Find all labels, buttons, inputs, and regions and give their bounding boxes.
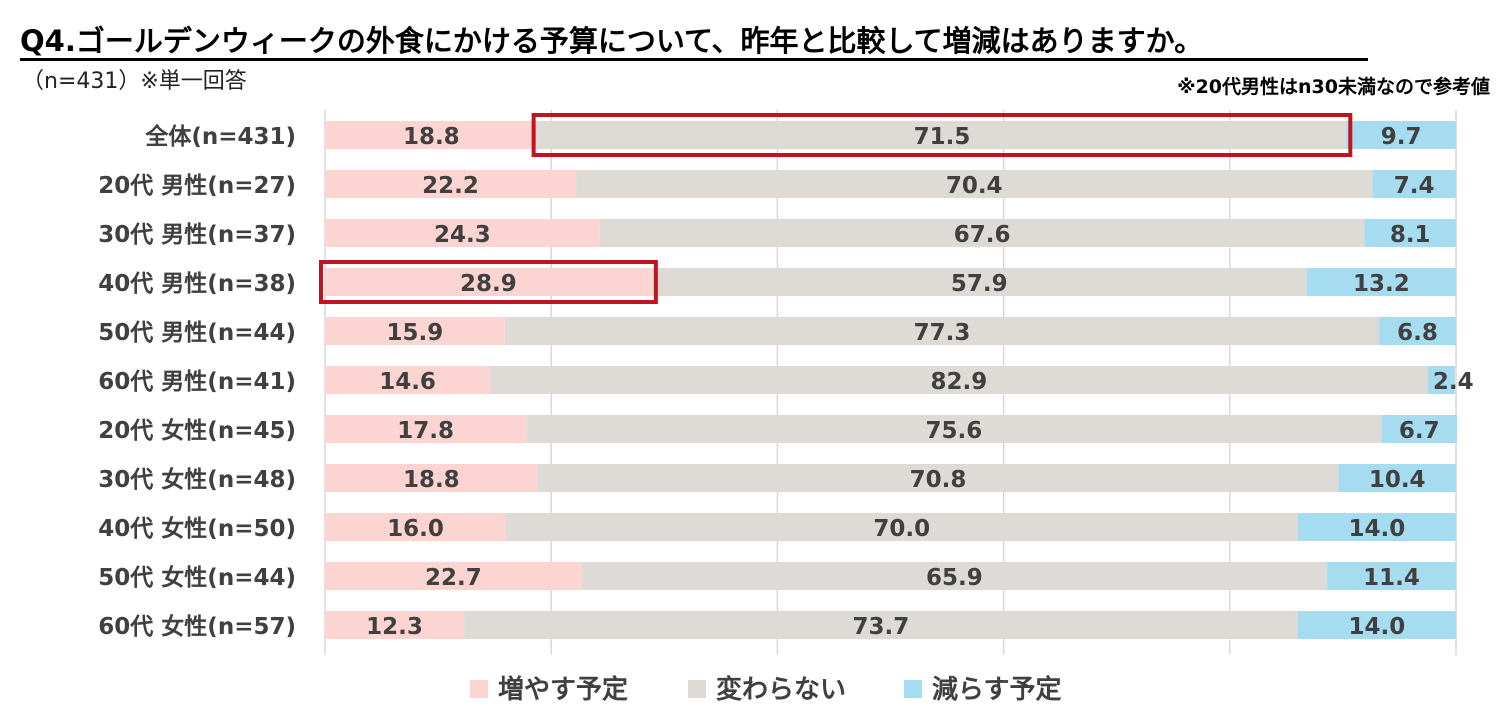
sample-note: （n=431）※単一回答 — [22, 69, 247, 94]
category-label: 50代 男性(n=44) — [98, 320, 296, 346]
value-label: 82.9 — [931, 369, 988, 395]
bar-segment — [537, 464, 1339, 492]
bar-segment — [1297, 611, 1456, 639]
category-label: 20代 女性(n=45) — [98, 417, 296, 444]
value-label: 14.0 — [1348, 516, 1405, 542]
bar-segment — [537, 121, 1347, 149]
value-label: 6.8 — [1397, 320, 1438, 346]
category-label: 20代 男性(n=27) — [98, 173, 296, 199]
bar-segment — [325, 366, 491, 394]
value-label: 77.3 — [914, 320, 971, 346]
bar-segment — [490, 366, 1428, 394]
title-underline — [20, 58, 1368, 61]
category-label: 60代 女性(n=57) — [98, 613, 296, 640]
value-label: 14.6 — [379, 369, 436, 395]
category-label: 30代 男性(n=37) — [98, 222, 296, 248]
legend-label: 変わらない — [716, 674, 846, 705]
bar-segment — [325, 121, 538, 149]
bar-segment — [325, 415, 527, 443]
bar-segment — [1427, 366, 1455, 394]
value-label: 9.7 — [1381, 124, 1422, 150]
value-label: 7.4 — [1394, 173, 1435, 199]
bar-segment — [576, 170, 1373, 198]
chart-title: Q4.ゴールデンウィークの外食にかける予算について、昨年と比較して増減はあります… — [20, 24, 1204, 58]
category-label: 30代 女性(n=48) — [98, 466, 296, 493]
highlight-box — [531, 113, 1353, 157]
bar-segment — [325, 317, 505, 345]
bar-segment — [581, 562, 1328, 590]
bar-segment — [464, 611, 1298, 639]
value-labels: 18.8 71.5 9.7 22.2 70.4 7.4 24.3 67.6 8.1 28.9 57.… — [366, 124, 1473, 640]
bar-segment — [1327, 562, 1456, 590]
bars — [325, 121, 1458, 639]
bar-segment — [1297, 513, 1456, 541]
value-label: 16.0 — [387, 516, 444, 542]
category-label: 40代 女性(n=50) — [98, 515, 296, 542]
legend-swatch — [688, 680, 706, 698]
bar-segment — [1364, 219, 1456, 247]
value-label: 67.6 — [954, 222, 1011, 248]
bar-segment — [1381, 415, 1458, 443]
value-label: 10.4 — [1369, 467, 1426, 493]
value-label: 24.3 — [434, 222, 491, 248]
bar-segment — [526, 415, 1382, 443]
value-label: 2.4 — [1433, 369, 1474, 395]
category-labels: 全体(n=431) 20代 男性(n=27) 30代 男性(n=37) 40代 男性(… — [98, 123, 296, 640]
value-label: 65.9 — [926, 565, 983, 591]
value-label: 75.6 — [925, 418, 982, 444]
bar-segment — [599, 219, 1365, 247]
value-label: 14.0 — [1348, 614, 1405, 640]
value-label: 70.0 — [873, 516, 930, 542]
bar-segment — [325, 562, 582, 590]
bar-segment — [1379, 317, 1456, 345]
bar-segment — [325, 513, 506, 541]
value-label: 18.8 — [403, 467, 460, 493]
bar-segment — [325, 464, 538, 492]
value-label: 17.8 — [397, 418, 454, 444]
reference-note: ※20代男性はn30未満なので参考値 — [1177, 76, 1490, 98]
bar-segment — [325, 268, 652, 296]
value-label: 70.8 — [910, 467, 967, 493]
category-label: 40代 男性(n=38) — [98, 271, 296, 297]
highlight-boxes — [319, 113, 1353, 304]
bar-segment — [504, 317, 1380, 345]
category-label: 全体(n=431) — [144, 123, 296, 150]
value-label: 6.7 — [1399, 418, 1440, 444]
value-label: 8.1 — [1390, 222, 1431, 248]
bar-segment — [505, 513, 1298, 541]
bar-segment — [325, 170, 577, 198]
value-label: 11.4 — [1363, 565, 1420, 591]
bar-segment — [651, 268, 1307, 296]
value-label: 18.8 — [403, 124, 460, 150]
value-label: 71.5 — [914, 124, 971, 150]
bar-segment — [1338, 464, 1456, 492]
value-label: 12.3 — [366, 614, 423, 640]
highlight-box — [319, 260, 658, 304]
bar-segment — [325, 611, 465, 639]
value-label: 70.4 — [946, 173, 1003, 199]
bar-segment — [1306, 268, 1456, 296]
category-label: 60代 男性(n=41) — [98, 369, 296, 395]
value-label: 22.7 — [425, 565, 482, 591]
legend-swatch — [470, 680, 488, 698]
value-label: 57.9 — [951, 271, 1008, 297]
legend: 増やす予定 変わらない 減らす予定 — [470, 674, 1061, 705]
bar-segment — [325, 219, 600, 247]
value-label: 28.9 — [460, 271, 517, 297]
value-label: 22.2 — [422, 173, 479, 199]
value-label: 73.7 — [853, 614, 910, 640]
value-label: 13.2 — [1353, 271, 1410, 297]
bar-segment — [1346, 121, 1456, 149]
bar-segment — [1372, 170, 1456, 198]
category-label: 50代 女性(n=44) — [98, 564, 296, 591]
value-label: 15.9 — [387, 320, 444, 346]
legend-label: 増やす予定 — [498, 674, 628, 705]
legend-swatch — [904, 680, 922, 698]
legend-label: 減らす予定 — [932, 674, 1061, 705]
